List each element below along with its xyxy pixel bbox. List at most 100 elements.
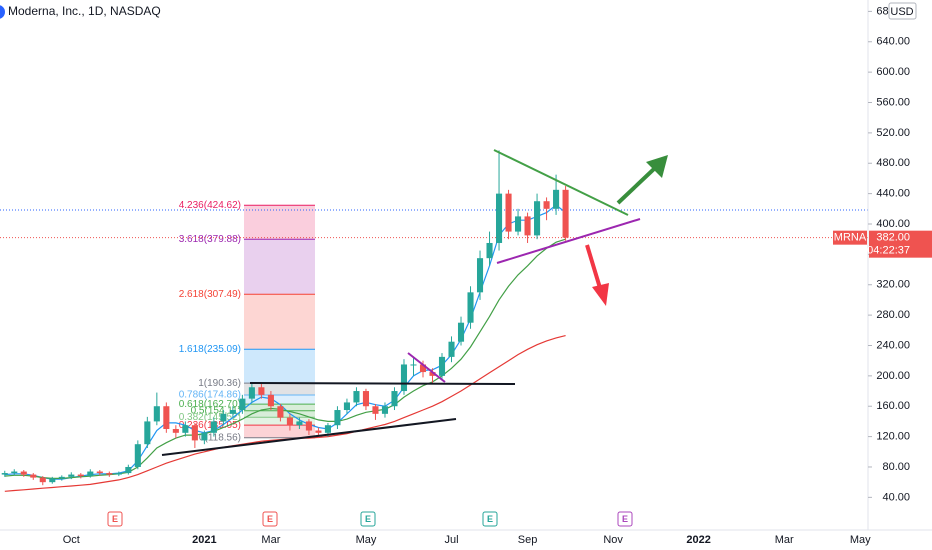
candle-body <box>562 189 569 238</box>
fib-label: 3.618(379.88) <box>179 234 241 245</box>
candle-body <box>144 421 151 445</box>
x-tick-label: Jul <box>444 534 458 546</box>
candle-body <box>419 364 427 373</box>
candle-body <box>11 471 18 474</box>
fib-label: 4.236(424.62) <box>179 200 241 211</box>
x-tick-label: 2021 <box>192 534 216 546</box>
earnings-marker[interactable] <box>262 511 278 527</box>
trendline <box>493 149 629 216</box>
candle-body <box>248 387 255 399</box>
price-tag <box>869 230 932 258</box>
candle-body <box>515 216 522 232</box>
earnings-marker[interactable] <box>617 511 633 527</box>
candle-body <box>201 432 208 441</box>
candle-body <box>96 471 103 474</box>
trendline <box>249 382 516 385</box>
candle-body <box>353 391 360 403</box>
arrow <box>585 244 602 289</box>
candle-body <box>495 193 503 243</box>
fib-label: 0.786(174.86) <box>179 390 241 401</box>
candle-body <box>77 474 84 477</box>
candle-body <box>553 189 560 209</box>
candle-body <box>106 473 113 475</box>
candle-body <box>296 421 303 426</box>
symbol-label: MRNA <box>834 232 867 244</box>
fib-band <box>244 294 315 350</box>
candle-body <box>381 406 389 414</box>
candle-body <box>1 473 8 475</box>
fib-band <box>244 417 315 426</box>
earnings-label: E <box>112 514 118 524</box>
candle-body <box>277 406 284 418</box>
candle-body <box>400 364 408 392</box>
candle-body <box>391 391 398 407</box>
candle-body <box>286 417 293 426</box>
candle-body <box>163 406 170 430</box>
earnings-marker[interactable] <box>360 511 376 527</box>
y-tick-label: 400.00 <box>876 218 910 230</box>
candle-body <box>448 341 455 357</box>
fib-band <box>244 394 315 405</box>
price-label: 382.00 <box>876 232 910 244</box>
candle-body <box>429 372 436 376</box>
fib-band <box>244 383 315 395</box>
candle-body <box>372 406 379 414</box>
currency: USD <box>890 6 913 18</box>
candle-body <box>182 425 189 433</box>
candle-body <box>39 477 46 483</box>
moving-average <box>4 238 566 479</box>
candle-body <box>87 471 94 477</box>
earnings-label: E <box>267 514 273 524</box>
x-tick-label: Oct <box>63 534 80 546</box>
earnings-label: E <box>365 514 371 524</box>
candle-body <box>267 394 274 407</box>
candle-body <box>115 473 122 475</box>
currency-badge[interactable] <box>888 2 917 20</box>
fib-label: 0.5(154.11) <box>191 405 241 416</box>
candle-body <box>543 201 550 209</box>
fib-band <box>244 239 315 295</box>
candle-body <box>457 322 465 342</box>
candle-body <box>191 425 198 441</box>
candle-body <box>229 410 236 414</box>
candle-body <box>68 474 75 477</box>
candle-body <box>476 258 484 293</box>
symbol-tag <box>833 230 867 245</box>
drawings <box>161 149 668 456</box>
fib-label: 1.618(235.09) <box>179 344 241 355</box>
fib-band <box>244 205 315 240</box>
y-tick-label: 200.00 <box>876 370 910 382</box>
candle-body <box>467 292 474 323</box>
candle-body <box>362 391 370 407</box>
candle-body <box>49 478 56 483</box>
candle-body <box>438 356 446 376</box>
earnings-label: E <box>487 514 493 524</box>
fib-band <box>244 425 315 438</box>
y-tick-label: 240.00 <box>876 339 910 351</box>
fib-label: 2.618(307.49) <box>179 289 241 300</box>
candle-body <box>125 466 132 474</box>
arrow-head <box>646 155 668 178</box>
y-tick-label: 80.00 <box>882 461 910 473</box>
candle-body <box>153 406 160 422</box>
candle-body <box>20 471 27 475</box>
x-tick-label: Sep <box>518 534 538 546</box>
logo <box>0 5 5 19</box>
y-tick-label: 600.00 <box>876 66 910 78</box>
candle-body <box>172 429 179 433</box>
candle-body <box>334 410 341 426</box>
earnings-marker[interactable] <box>482 511 498 527</box>
candle-body <box>410 364 417 366</box>
earnings-marker[interactable] <box>107 511 123 527</box>
y-tick-label: 520.00 <box>876 127 910 139</box>
y-tick-label: 160.00 <box>876 400 910 412</box>
chart-title: Moderna, Inc., 1D, NASDAQ <box>8 4 161 18</box>
candle-body <box>343 402 350 411</box>
fib-label: 0.382(145.52) <box>179 412 241 423</box>
x-tick-label: Mar <box>261 534 280 546</box>
y-tick-label: 480.00 <box>876 157 910 169</box>
countdown: 04:22:37 <box>867 245 910 257</box>
fib-label: 1(190.36) <box>198 378 241 389</box>
y-tick-label: 560.00 <box>876 96 910 108</box>
x-tick-label: May <box>356 534 377 546</box>
